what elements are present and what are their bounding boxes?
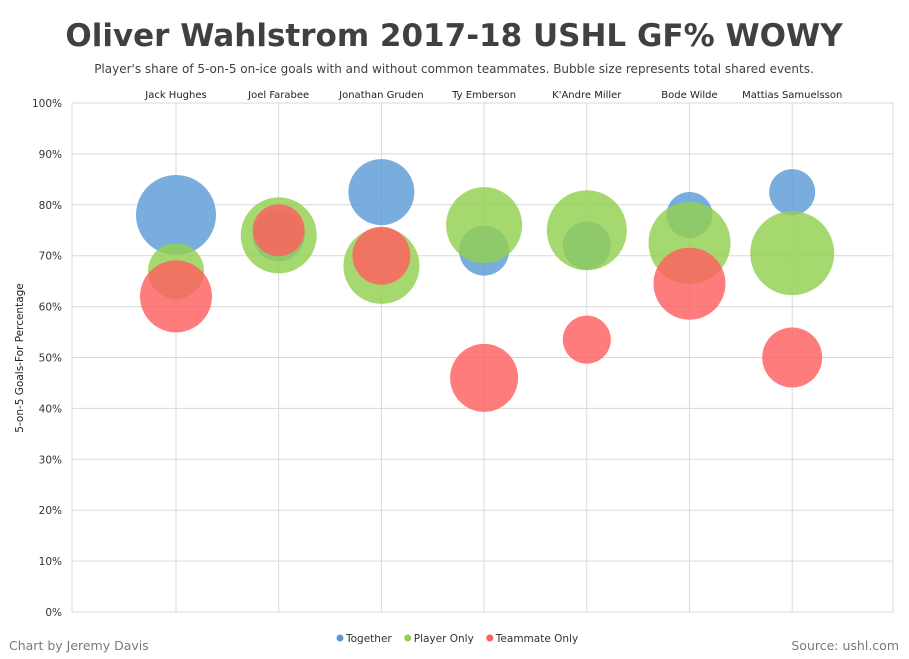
column-label: Joel Farabee <box>247 90 309 101</box>
chart-subtitle: Player's share of 5-on-5 on-ice goals wi… <box>94 62 814 76</box>
y-axis-ticks: 0% 10% 20% 30% 40% 50% 60% 70% 80% 90% 100% <box>32 98 62 619</box>
chart-credit: Chart by Jeremy Davis <box>9 638 149 653</box>
legend-marker <box>336 634 344 642</box>
column-labels: Jack Hughes Joel Farabee Jonathan Gruden Ty… <box>144 90 842 101</box>
bubbles <box>136 159 835 412</box>
legend-entry: Teammate Only <box>495 633 578 645</box>
bubble-teammate-only <box>450 343 519 412</box>
bubble-teammate-only <box>252 204 305 257</box>
column-label: Jonathan Gruden <box>338 90 423 101</box>
column-label: Bode Wilde <box>661 90 717 101</box>
legend-marker <box>486 634 494 642</box>
bubble-player-only <box>546 190 627 271</box>
legend-entry: Together <box>345 633 392 645</box>
y-tick-label: 50% <box>39 353 62 365</box>
column-label: Jack Hughes <box>144 90 206 101</box>
bubble-together <box>348 159 415 226</box>
y-tick-label: 40% <box>39 403 62 415</box>
y-tick-label: 10% <box>39 556 62 568</box>
legend-entry: Player Only <box>414 633 474 645</box>
bubble-together <box>136 174 216 255</box>
chart-source: Source: ushl.com <box>791 638 899 653</box>
bubble-teammate-only <box>352 226 411 285</box>
y-tick-label: 20% <box>39 505 62 517</box>
legend-marker <box>404 634 412 642</box>
bubble-player-only <box>750 211 835 296</box>
column-label: K'Andre Miller <box>552 90 622 101</box>
bubble-teammate-only <box>562 315 611 364</box>
bubble-teammate-only <box>140 260 212 333</box>
y-tick-label: 60% <box>39 302 62 314</box>
y-tick-label: 0% <box>45 607 62 619</box>
plot-frame <box>71 102 894 613</box>
bubble-together <box>769 169 816 216</box>
bubble-teammate-only <box>653 247 726 320</box>
y-tick-label: 80% <box>39 200 62 212</box>
y-tick-label: 90% <box>39 149 62 161</box>
y-axis-label: 5-on-5 Goals-For Percentage <box>14 283 26 433</box>
chart-title: Oliver Wahlstrom 2017-18 USHL GF% WOWY <box>65 18 843 54</box>
bubble-player-only <box>446 187 523 264</box>
y-tick-label: 100% <box>32 98 62 110</box>
bubble-teammate-only <box>762 327 823 388</box>
y-tick-label: 70% <box>39 251 62 263</box>
legend: Together Player Only Teammate Only <box>336 633 578 645</box>
column-label: Mattias Samuelsson <box>742 90 842 101</box>
y-tick-label: 30% <box>39 454 62 466</box>
column-label: Ty Emberson <box>451 90 516 101</box>
